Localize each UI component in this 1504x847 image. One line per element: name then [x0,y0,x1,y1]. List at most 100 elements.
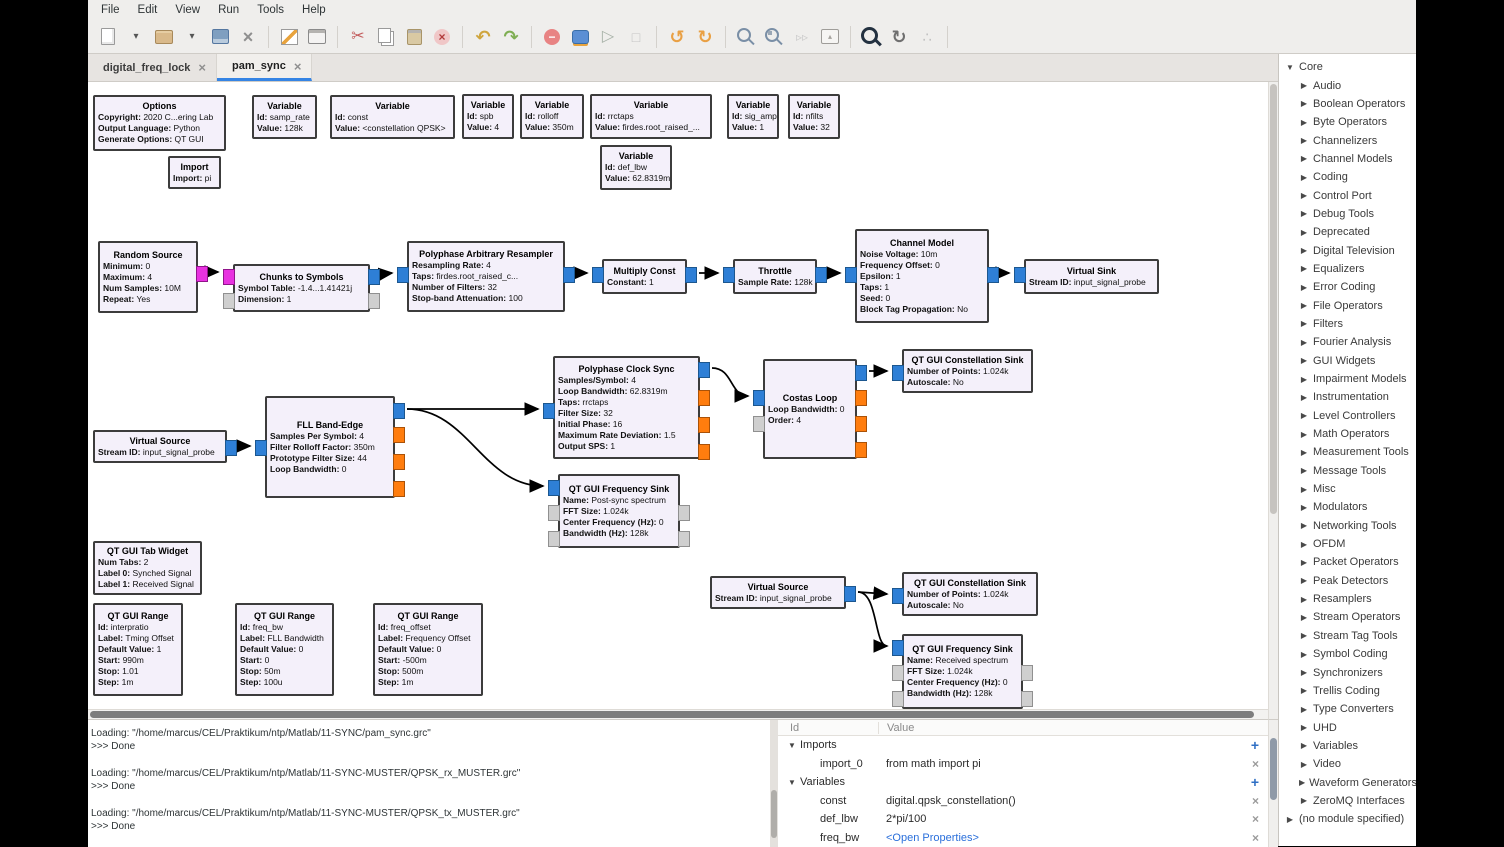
sidebar-category-message-tools[interactable]: ▶Message Tools [1279,462,1416,480]
blue-port[interactable] [255,440,267,456]
expand-icon[interactable]: ▶ [1299,375,1309,384]
gray-port[interactable] [368,293,380,309]
orange-port[interactable] [855,442,867,458]
gray-port[interactable] [892,691,904,707]
blue-port[interactable] [1014,267,1026,283]
gray-port[interactable] [678,531,690,547]
execute-icon[interactable]: ▷ [595,24,621,50]
expand-icon[interactable]: ▶ [1299,558,1309,567]
orange-port[interactable] [393,427,405,443]
menu-tools[interactable]: Tools [248,2,293,18]
connection-wire[interactable] [407,409,543,486]
sidebar-category-core[interactable]: ▼Core [1279,58,1416,76]
tab-pam_sync[interactable]: pam_sync× [217,54,312,81]
sidebar-category-channelizers[interactable]: ▶Channelizers [1279,131,1416,149]
expand-icon[interactable]: ▶ [1299,668,1309,677]
orange-port[interactable] [855,416,867,432]
connection-wire[interactable] [712,368,748,396]
expand-icon[interactable]: ▶ [1299,264,1309,273]
expand-icon[interactable]: ▶ [1299,283,1309,292]
sidebar-category-impairment-models[interactable]: ▶Impairment Models [1279,370,1416,388]
expand-icon[interactable]: ▶ [1285,815,1295,824]
sidebar-category-deprecated[interactable]: ▶Deprecated [1279,223,1416,241]
magenta-port[interactable] [196,266,208,282]
connection-wire[interactable] [858,592,887,594]
expand-icon[interactable]: ▶ [1299,99,1309,108]
orange-port[interactable] [855,390,867,406]
sidebar-category-stream-tag-tools[interactable]: ▶Stream Tag Tools [1279,627,1416,645]
sidebar-category-zeromq-interfaces[interactable]: ▶ZeroMQ Interfaces [1279,792,1416,810]
expand-icon[interactable]: ▶ [1299,778,1305,787]
sidebar-category-math-operators[interactable]: ▶Math Operators [1279,425,1416,443]
menu-edit[interactable]: Edit [129,2,167,18]
sidebar-category-symbol-coding[interactable]: ▶Symbol Coding [1279,645,1416,663]
expand-icon[interactable]: ▶ [1299,191,1309,200]
connection-wire[interactable] [382,273,392,274]
gray-port[interactable] [1021,691,1033,707]
expand-icon[interactable]: ▶ [1299,209,1309,218]
edit-properties-icon[interactable] [276,24,302,50]
generate-icon[interactable] [567,24,593,50]
blue-port[interactable] [368,269,380,285]
blue-port[interactable] [723,267,735,283]
expand-icon[interactable]: ▶ [1299,448,1309,457]
collapse-icon[interactable]: ▼ [778,741,800,750]
sidebar-category-variables[interactable]: ▶Variables [1279,737,1416,755]
canvas-vertical-scrollbar[interactable] [1268,82,1278,719]
blue-port[interactable] [753,390,765,406]
expand-icon[interactable]: ▶ [1299,118,1309,127]
variable-group-variables[interactable]: ▼Variables+ [778,773,1268,792]
undo-icon[interactable]: ↶ [470,24,496,50]
panel-splitter[interactable] [770,719,778,847]
tab-close-icon[interactable]: × [294,59,302,74]
collapse-icon[interactable]: ▼ [1285,63,1295,72]
save-icon[interactable] [207,24,233,50]
expand-icon[interactable]: ▶ [1299,576,1309,585]
sidebar-category-file-operators[interactable]: ▶File Operators [1279,296,1416,314]
expand-icon[interactable]: ▶ [1299,796,1309,805]
sidebar-category-type-converters[interactable]: ▶Type Converters [1279,700,1416,718]
blue-port[interactable] [563,267,575,283]
variable-row-freq_bw[interactable]: freq_bw<Open Properties>× [778,829,1268,847]
remove-button[interactable]: × [1252,757,1268,771]
sidebar-category-synchronizers[interactable]: ▶Synchronizers [1279,663,1416,681]
expand-icon[interactable]: ▶ [1299,540,1309,549]
sidebar-category-gui-widgets[interactable]: ▶GUI Widgets [1279,352,1416,370]
scrollbar-thumb[interactable] [1270,738,1277,800]
gray-port[interactable] [678,505,690,521]
delete-icon[interactable]: × [429,24,455,50]
variable-group-imports[interactable]: ▼Imports+ [778,736,1268,755]
blue-port[interactable] [844,586,856,602]
blue-port[interactable] [845,267,857,283]
menu-file[interactable]: File [92,2,129,18]
blue-port[interactable] [698,362,710,378]
sidebar-category-stream-operators[interactable]: ▶Stream Operators [1279,608,1416,626]
expand-icon[interactable]: ▶ [1299,741,1309,750]
gray-port[interactable] [223,293,235,309]
gray-port[interactable] [548,505,560,521]
blue-port[interactable] [548,480,560,496]
expand-icon[interactable]: ▶ [1299,411,1309,420]
blue-port[interactable] [892,365,904,381]
errors-icon[interactable]: − [539,24,565,50]
expand-icon[interactable]: ▶ [1299,705,1309,714]
kill-icon[interactable]: □ [623,24,649,50]
sidebar-category-no-module-specified[interactable]: ▶(no module specified) [1279,810,1416,828]
remove-button[interactable]: × [1252,831,1268,845]
sidebar-category-networking-tools[interactable]: ▶Networking Tools [1279,517,1416,535]
sidebar-category-byte-operators[interactable]: ▶Byte Operators [1279,113,1416,131]
